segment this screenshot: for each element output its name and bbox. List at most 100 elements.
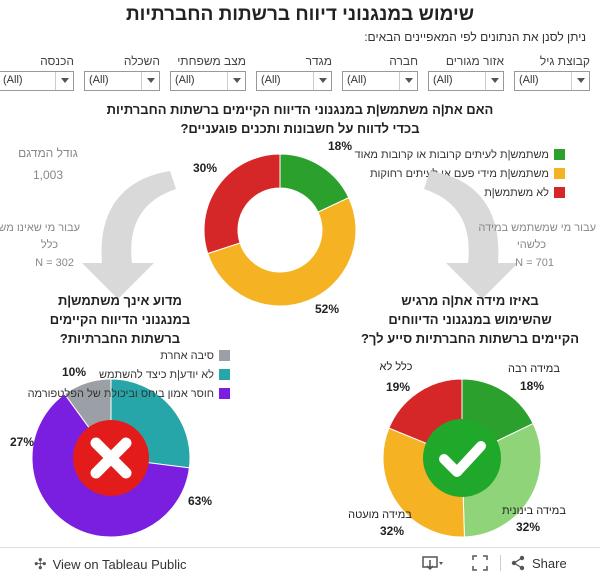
category-label: כלל לא: [380, 360, 413, 373]
legend-item[interactable]: לא משתמש|ת: [365, 183, 565, 202]
legend-swatch: [219, 369, 230, 380]
filter-label: מגדר: [305, 54, 332, 68]
legend-item[interactable]: משתמש|ת לעיתים קרובות או קרובות מאוד: [355, 145, 565, 164]
chevron-down-icon[interactable]: [313, 72, 331, 90]
legend-label: משתמש|ת מידי פעם או לעיתים רחוקות: [369, 167, 549, 180]
view-on-tableau-link[interactable]: ✣ View on Tableau Public: [34, 555, 187, 573]
right-question: באיזו מידה את|ה מרגיש שהשימוש במנגנוני ה…: [355, 291, 585, 348]
filter-dropdown[interactable]: (All): [170, 71, 246, 91]
data-label: 63%: [188, 494, 212, 508]
filter-label: הכנסה: [40, 54, 74, 68]
legend-item[interactable]: לא יודע|ת כיצד להשתמש: [30, 365, 230, 384]
filter-value: (All): [175, 74, 195, 86]
filter-dropdown[interactable]: (All): [0, 71, 74, 91]
filter-value: (All): [261, 74, 281, 86]
legend-swatch: [554, 149, 565, 160]
charts-canvas: 18% 52% 30% 10% 27% 63% 18% 32% 32% 19% במידה רבה ב…: [10, 139, 566, 538]
filter-dropdown[interactable]: (All): [514, 71, 590, 91]
category-label: במידה מועטה: [348, 509, 412, 521]
left-note: עבור מי שאינו משתמש כלל N = 302: [0, 222, 80, 269]
legend-swatch: [554, 187, 565, 198]
right-question-line-2: שהשימוש במנגנוני הדיווחים: [388, 312, 552, 327]
filter-value: (All): [89, 74, 109, 86]
filter-4: מגדר (All): [256, 54, 332, 91]
right-note-line-1: עבור מי שמשתמש במידה: [478, 222, 596, 234]
tableau-logo-icon: ✣: [34, 556, 47, 573]
chevron-down-icon[interactable]: [55, 72, 73, 90]
left-note-line-2: כלל: [40, 239, 58, 251]
filter-1: קבוצת גיל (All): [514, 54, 590, 91]
left-legend: סיבה אחרת לא יודע|ת כיצד להשתמש חוסר אמו…: [27, 346, 230, 403]
download-icon: [422, 556, 443, 571]
filter-label: מצב משפחתי: [177, 54, 246, 68]
chevron-down-icon[interactable]: [227, 72, 245, 90]
main-question-line-2: בכדי לדווח על חשבונות ותכנים פוגעניים?: [180, 121, 420, 136]
data-label: 19%: [386, 380, 410, 394]
page-title: שימוש במנגנוני דיווח ברשתות החברתיות: [125, 4, 475, 25]
filter-dropdown[interactable]: (All): [428, 71, 504, 91]
share-label: Share: [532, 555, 567, 571]
right-arrow-icon: [424, 171, 518, 299]
donut-legend: משתמש|ת לעיתים קרובות או קרובות מאוד משת…: [355, 145, 565, 202]
left-question-line-2: במנגנוני הדיווח הקיימים: [49, 312, 191, 327]
data-label: 32%: [380, 524, 404, 538]
tableau-toolbar: ✣ View on Tableau Public Share: [0, 547, 600, 577]
filter-5: מצב משפחתי (All): [170, 54, 246, 91]
filter-value: (All): [3, 74, 23, 86]
filter-dropdown[interactable]: (All): [342, 71, 418, 91]
right-question-line-3: הקיימים ברשתות החברתיות סייע לך?: [360, 331, 580, 346]
data-label: 18%: [520, 379, 544, 393]
legend-item[interactable]: סיבה אחרת: [30, 346, 230, 365]
data-label: 27%: [10, 435, 34, 449]
right-note-n: N = 701: [515, 257, 554, 269]
legend-swatch: [219, 388, 230, 399]
filter-value: (All): [433, 74, 453, 86]
download-button[interactable]: [422, 555, 444, 571]
chevron-down-icon[interactable]: [141, 72, 159, 90]
left-note-n: N = 302: [35, 257, 74, 269]
check-mark-icon: [423, 419, 501, 497]
left-question-line-1: מדוע אינך משתמש|ת: [58, 293, 182, 308]
right-note: עבור מי שמשתמש במידה כלשהי N = 701: [470, 222, 600, 269]
filter-label: אזור מגורים: [445, 54, 504, 68]
left-question-line-3: ברשתות החברתיות?: [59, 331, 181, 346]
filter-value: (All): [347, 74, 367, 86]
legend-label: לא משתמש|ת: [484, 186, 549, 199]
legend-swatch: [219, 350, 230, 361]
main-question-line-1: האם את|ה משתמש|ת במנגנוני הדיווח הקיימים…: [106, 102, 494, 117]
filter-instructions: ניתן לסנן את הנתונים לפי המאפיינים הבאים…: [364, 30, 586, 44]
filter-dropdown[interactable]: (All): [84, 71, 160, 91]
legend-item[interactable]: חוסר אמון ביחס וביכולת של הפלטפורמה: [27, 384, 230, 403]
chevron-down-icon[interactable]: [571, 72, 589, 90]
sample-size-value: 1,003: [32, 168, 64, 182]
filter-label: השכלה: [123, 54, 160, 68]
legend-item[interactable]: משתמש|ת מידי פעם או לעיתים רחוקות: [365, 164, 565, 183]
legend-label: חוסר אמון ביחס וביכולת של הפלטפורמה: [27, 387, 214, 400]
right-note-line-2: כלשהי: [516, 239, 546, 251]
pie-slice[interactable]: [203, 153, 281, 255]
data-label: 52%: [315, 302, 339, 316]
data-label: 18%: [328, 139, 352, 153]
data-label: 10%: [62, 365, 86, 379]
left-arrow-icon: [82, 171, 176, 299]
left-note-line-1: עבור מי שאינו משתמש: [0, 222, 80, 234]
fullscreen-button[interactable]: [472, 555, 488, 571]
filter-6: השכלה (All): [84, 54, 160, 91]
category-label: במידה רבה: [508, 363, 560, 375]
legend-label: לא יודע|ת כיצד להשתמש: [99, 368, 214, 381]
view-on-tableau-label: View on Tableau Public: [52, 556, 187, 572]
filter-label: קבוצת גיל: [539, 54, 590, 68]
share-button[interactable]: Share: [510, 555, 567, 571]
filter-2: אזור מגורים (All): [428, 54, 504, 91]
pie-slice[interactable]: [207, 196, 357, 307]
category-label: במידה בינונית: [502, 505, 566, 517]
filter-7: הכנסה (All): [0, 54, 74, 91]
filter-value: (All): [519, 74, 539, 86]
right-question-line-1: באיזו מידה את|ה מרגיש: [401, 293, 539, 308]
filter-label: חברה: [389, 54, 418, 68]
data-label: 30%: [193, 161, 217, 175]
filter-dropdown[interactable]: (All): [256, 71, 332, 91]
chevron-down-icon[interactable]: [485, 72, 503, 90]
filter-3: חברה (All): [342, 54, 418, 91]
chevron-down-icon[interactable]: [399, 72, 417, 90]
